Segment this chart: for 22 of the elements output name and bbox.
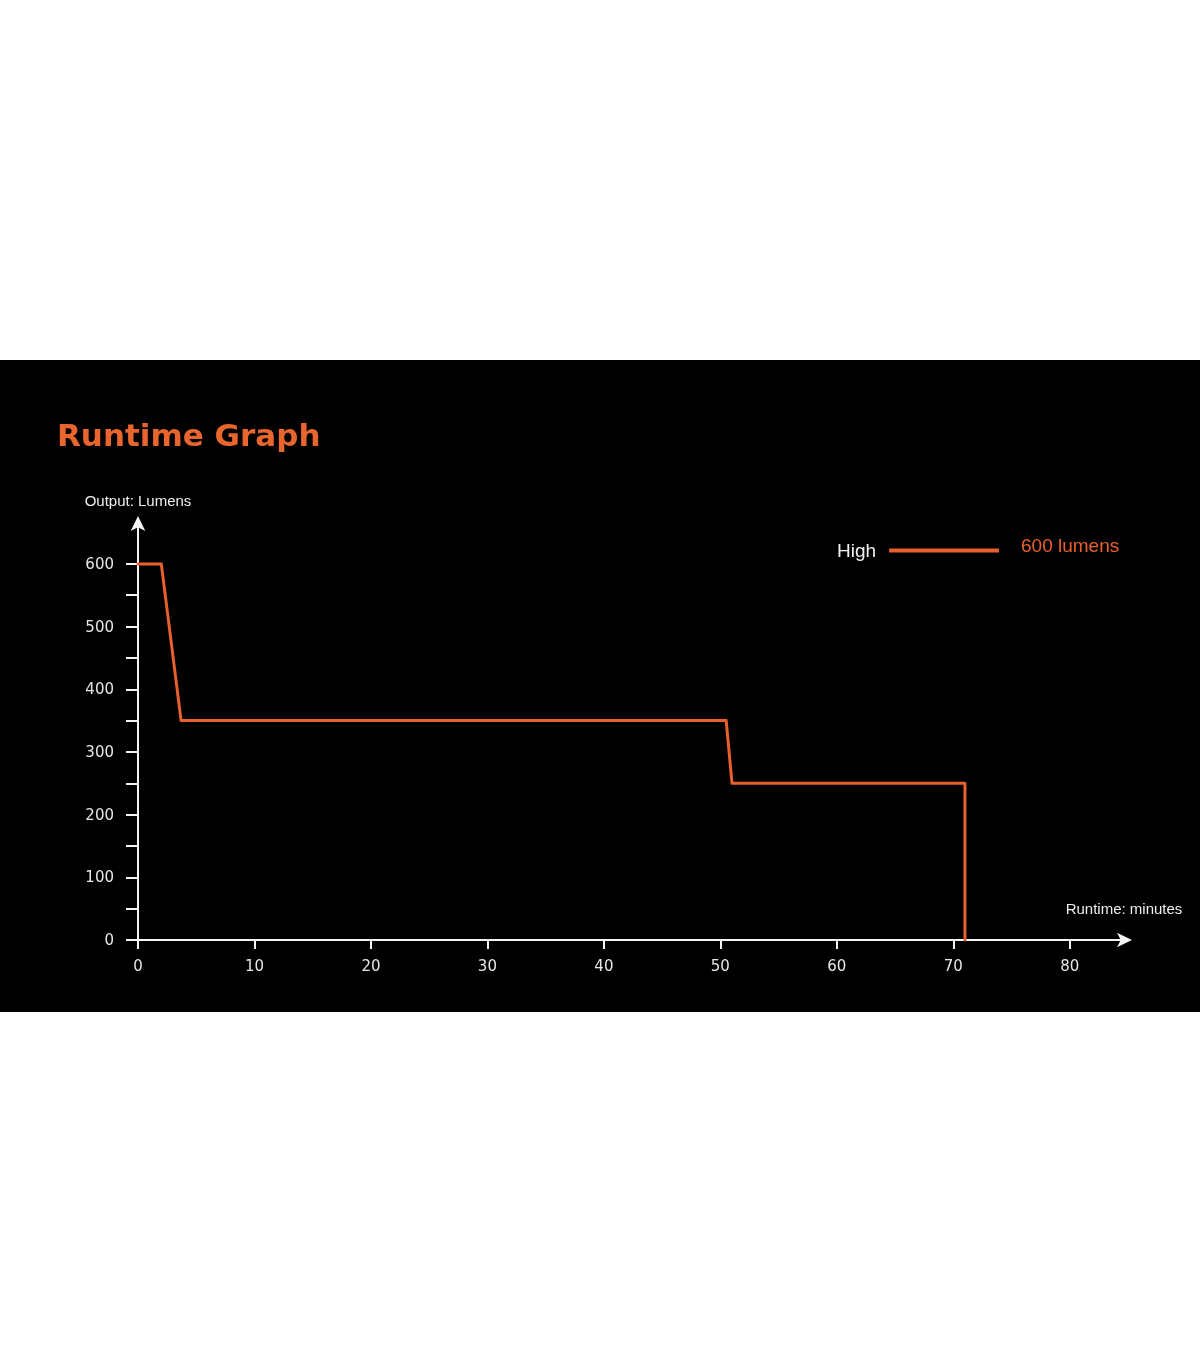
y-tick-label: 400: [85, 680, 114, 699]
x-tick-label: 30: [477, 956, 497, 975]
y-tick-label: 600: [85, 554, 114, 573]
x-tick-label: 0: [133, 956, 143, 975]
y-tick-label: 500: [85, 617, 114, 636]
line-series: [136, 562, 967, 942]
x-tick-label: 80: [1060, 956, 1080, 975]
x-tick-label: 40: [594, 956, 614, 975]
y-tick-label: 300: [85, 742, 114, 761]
y-tick-label: 0: [104, 931, 114, 949]
x-tick-label: 10: [244, 956, 265, 975]
y-tick-label: 200: [85, 805, 114, 824]
x-axis-title: Runtime: minutes: [1065, 900, 1183, 917]
x-tick-label: 60: [827, 956, 847, 975]
y-tick-label: 100: [85, 868, 114, 887]
x-tick-label: 50: [710, 956, 730, 975]
y-axis-title: Output: Lumens: [84, 492, 192, 509]
annotation: 600 lumens: [1021, 535, 1120, 556]
text: High: [836, 540, 877, 561]
x-tick-label: 70: [943, 956, 963, 975]
chart-title: Runtime Graph: [57, 416, 321, 453]
x-tick-label: 20: [361, 956, 381, 975]
